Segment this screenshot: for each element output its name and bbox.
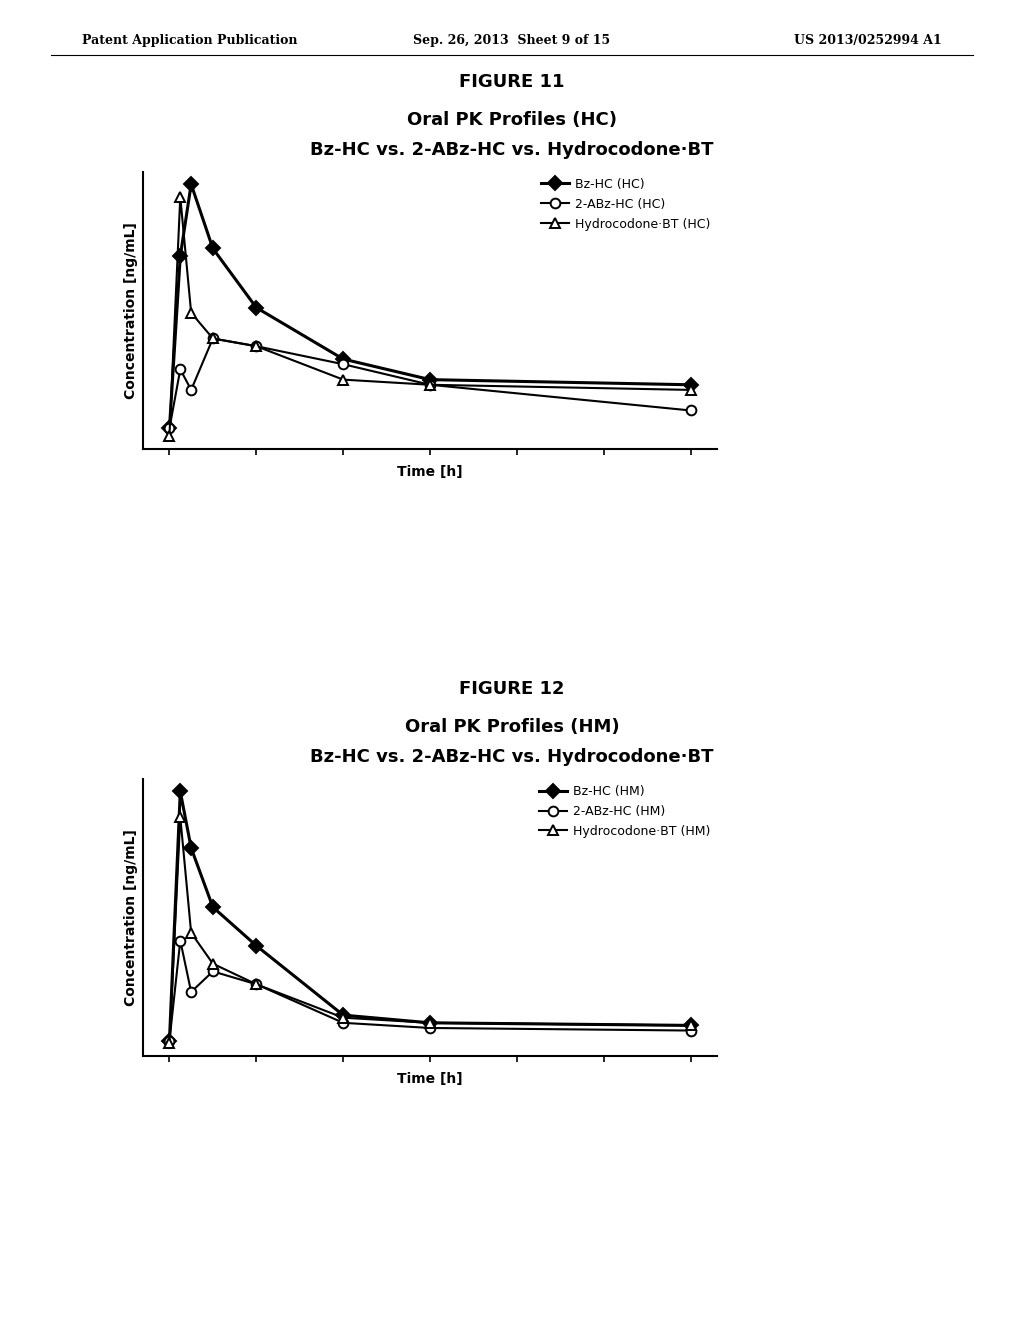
Text: Sep. 26, 2013  Sheet 9 of 15: Sep. 26, 2013 Sheet 9 of 15 (414, 34, 610, 48)
Line: Bz-HC (HM): Bz-HC (HM) (165, 787, 695, 1045)
Legend: Bz-HC (HM), 2-ABz-HC (HM), Hydrocodone·BT (HM): Bz-HC (HM), 2-ABz-HC (HM), Hydrocodone·B… (540, 785, 711, 838)
Bz-HC (HC) (250, 300, 262, 315)
Text: FIGURE 11: FIGURE 11 (459, 73, 565, 91)
Bz-HC (HM) (207, 899, 219, 915)
Bz-HC (HM) (185, 840, 198, 855)
Bz-HC (HM) (250, 937, 262, 953)
Text: Time [h]: Time [h] (397, 1072, 463, 1086)
2-ABz-HC (HM) (337, 1015, 349, 1031)
Hydrocodone·BT (HM) (250, 977, 262, 993)
Text: Bz-HC vs. 2-ABz-HC vs. Hydrocodone·BT: Bz-HC vs. 2-ABz-HC vs. Hydrocodone·BT (310, 748, 714, 767)
2-ABz-HC (HC) (424, 376, 436, 392)
Bz-HC (HC) (207, 240, 219, 256)
2-ABz-HC (HC) (337, 356, 349, 372)
Hydrocodone·BT (HC) (207, 330, 219, 346)
Bz-HC (HC) (174, 248, 186, 264)
2-ABz-HC (HM) (685, 1023, 697, 1039)
Hydrocodone·BT (HM) (337, 1010, 349, 1026)
Line: Hydrocodone·BT (HC): Hydrocodone·BT (HC) (165, 193, 695, 441)
Text: Time [h]: Time [h] (397, 465, 463, 479)
Hydrocodone·BT (HM) (685, 1018, 697, 1034)
2-ABz-HC (HC) (207, 330, 219, 346)
Hydrocodone·BT (HM) (185, 925, 198, 941)
2-ABz-HC (HC) (685, 403, 697, 418)
Text: Oral PK Profiles (HC): Oral PK Profiles (HC) (407, 111, 617, 129)
Hydrocodone·BT (HC) (685, 381, 697, 397)
Hydrocodone·BT (HC) (337, 372, 349, 388)
Text: FIGURE 12: FIGURE 12 (459, 680, 565, 698)
2-ABz-HC (HC) (250, 338, 262, 354)
Hydrocodone·BT (HM) (424, 1015, 436, 1031)
Y-axis label: Concentration [ng/mL]: Concentration [ng/mL] (124, 829, 138, 1006)
Legend: Bz-HC (HC), 2-ABz-HC (HC), Hydrocodone·BT (HC): Bz-HC (HC), 2-ABz-HC (HC), Hydrocodone·B… (542, 178, 711, 231)
Line: Hydrocodone·BT (HM): Hydrocodone·BT (HM) (165, 812, 695, 1048)
Text: Bz-HC vs. 2-ABz-HC vs. Hydrocodone·BT: Bz-HC vs. 2-ABz-HC vs. Hydrocodone·BT (310, 141, 714, 160)
Text: Patent Application Publication: Patent Application Publication (82, 34, 297, 48)
2-ABz-HC (HC) (174, 362, 186, 378)
2-ABz-HC (HM) (185, 983, 198, 999)
2-ABz-HC (HM) (174, 933, 186, 949)
2-ABz-HC (HC) (185, 381, 198, 397)
Bz-HC (HC) (424, 372, 436, 388)
Text: US 2013/0252994 A1: US 2013/0252994 A1 (795, 34, 942, 48)
Bz-HC (HC) (163, 421, 175, 437)
Bz-HC (HM) (685, 1018, 697, 1034)
Hydrocodone·BT (HM) (207, 956, 219, 972)
Bz-HC (HC) (685, 376, 697, 392)
Bz-HC (HC) (185, 177, 198, 193)
Line: 2-ABz-HC (HC): 2-ABz-HC (HC) (165, 334, 695, 433)
2-ABz-HC (HC) (163, 421, 175, 437)
Bz-HC (HM) (337, 1007, 349, 1023)
Line: Bz-HC (HC): Bz-HC (HC) (165, 180, 695, 433)
Hydrocodone·BT (HC) (250, 338, 262, 354)
Bz-HC (HM) (163, 1034, 175, 1049)
Bz-HC (HM) (424, 1015, 436, 1031)
Bz-HC (HM) (174, 784, 186, 800)
Y-axis label: Concentration [ng/mL]: Concentration [ng/mL] (124, 222, 138, 399)
2-ABz-HC (HM) (424, 1020, 436, 1036)
Text: Oral PK Profiles (HM): Oral PK Profiles (HM) (404, 718, 620, 737)
Hydrocodone·BT (HC) (163, 428, 175, 444)
Hydrocodone·BT (HC) (424, 376, 436, 392)
2-ABz-HC (HM) (163, 1034, 175, 1049)
2-ABz-HC (HM) (207, 964, 219, 979)
Hydrocodone·BT (HC) (174, 189, 186, 205)
Hydrocodone·BT (HM) (163, 1035, 175, 1051)
Hydrocodone·BT (HM) (174, 809, 186, 825)
Bz-HC (HC) (337, 351, 349, 367)
Line: 2-ABz-HC (HM): 2-ABz-HC (HM) (165, 936, 695, 1045)
Hydrocodone·BT (HC) (185, 305, 198, 321)
2-ABz-HC (HM) (250, 977, 262, 993)
